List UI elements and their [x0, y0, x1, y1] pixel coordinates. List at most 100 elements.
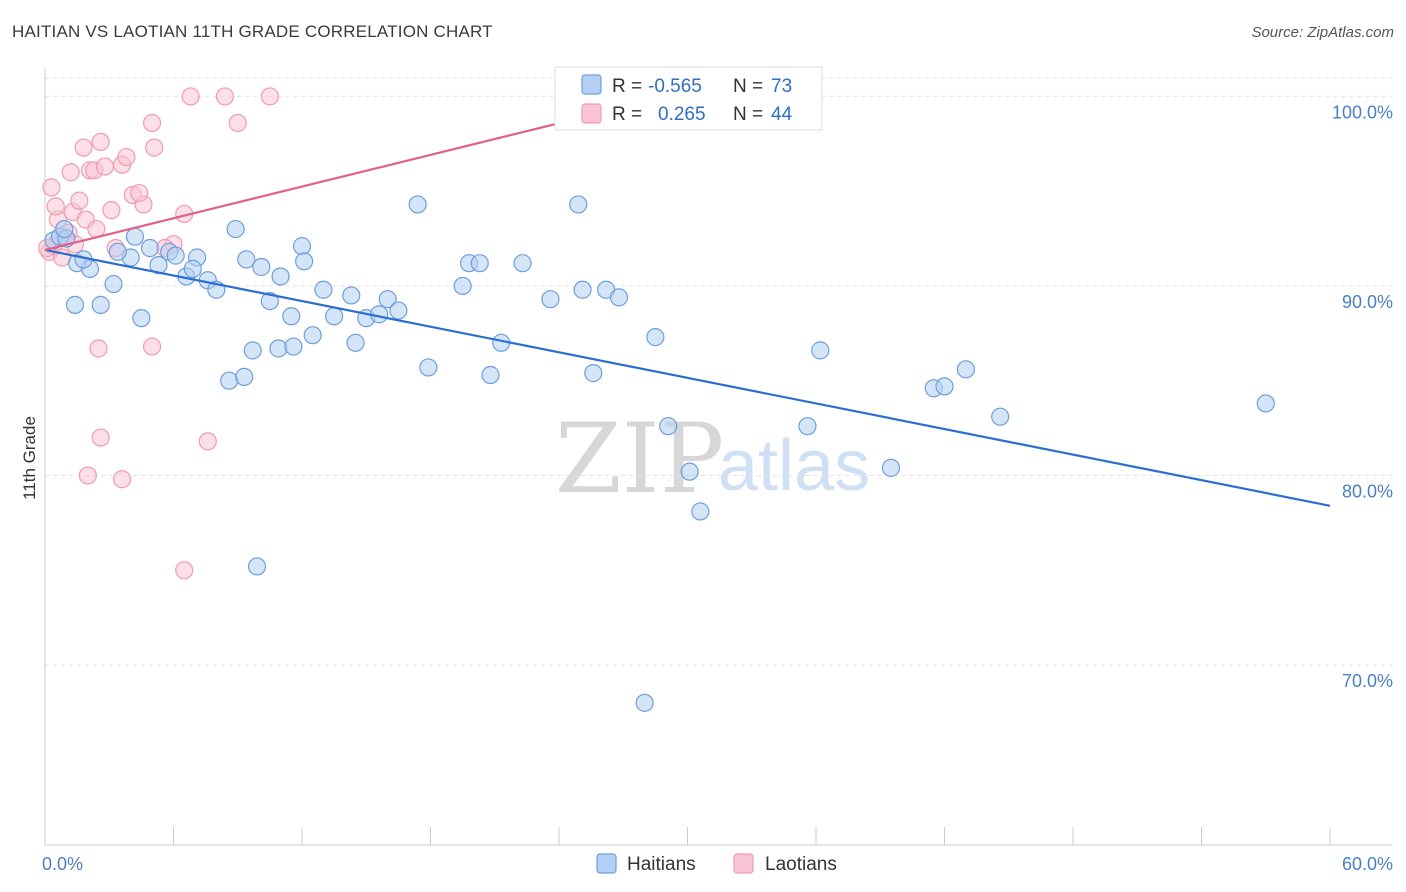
legend-swatch-laotians — [581, 103, 602, 124]
source-credit: Source: ZipAtlas.com — [1251, 24, 1394, 41]
haitian-point-58 — [680, 462, 699, 481]
haitian-point-41 — [513, 254, 532, 273]
haitian-point-66 — [991, 407, 1010, 426]
haitian-point-35 — [419, 358, 438, 377]
haitian-point-25 — [292, 237, 312, 256]
laotians-trend-line — [44, 101, 645, 251]
laotian-point-3 — [46, 197, 65, 216]
y-tick-label-3: 100.0% — [1332, 102, 1393, 122]
laotian-point-38 — [78, 466, 97, 485]
haitian-point-23 — [260, 292, 279, 311]
haitian-point-33 — [389, 301, 408, 320]
haitian-point-57 — [659, 417, 678, 436]
haitian-point-67 — [1256, 394, 1275, 413]
haitian-point-53 — [303, 326, 322, 345]
legend-r-value-haitians: -0.565 — [648, 76, 702, 97]
haitian-point-65 — [956, 360, 976, 379]
haitian-point-44 — [573, 280, 592, 299]
series-legend-swatch-haitians — [596, 853, 617, 874]
legend-n-value-laotians: 44 — [771, 104, 793, 125]
laotian-point-12 — [91, 132, 110, 152]
laotian-point-35 — [142, 337, 162, 356]
x-tick-label-1: 60.0% — [1342, 854, 1393, 874]
series-legend-label-haitians: Haitians — [627, 854, 696, 875]
haitian-point-26 — [295, 252, 314, 271]
haitian-point-38 — [470, 254, 489, 273]
correlation-legend: R = -0.565 N = 73 R = 0.265 N = 44 — [554, 66, 823, 131]
series-legend-swatch-laotians — [733, 853, 754, 874]
laotian-point-19 — [142, 113, 162, 133]
series-legend-label-laotians: Laotians — [765, 854, 837, 875]
haitian-point-7 — [91, 295, 110, 314]
haitian-point-16 — [183, 259, 202, 278]
haitian-point-34 — [408, 195, 427, 214]
haitian-point-43 — [569, 195, 588, 214]
haitian-point-22 — [271, 267, 290, 286]
haitian-point-24 — [282, 307, 301, 326]
haitian-point-59 — [691, 502, 710, 521]
laotian-point-18 — [145, 138, 164, 157]
haitian-point-9 — [140, 238, 160, 258]
haitian-point-49 — [269, 339, 288, 358]
laotian-point-24 — [228, 113, 247, 133]
haitian-point-61 — [811, 341, 830, 360]
y-tick-labels: 70.0% 80.0% 90.0% 100.0% — [1332, 102, 1393, 691]
y-tick-label-1: 80.0% — [1342, 481, 1393, 501]
laotian-point-32 — [130, 183, 149, 203]
haitian-point-13 — [166, 246, 185, 265]
haitian-point-29 — [342, 286, 361, 305]
haitian-point-5 — [104, 274, 123, 294]
haitians-points — [44, 195, 1275, 712]
laotian-point-23 — [215, 87, 234, 106]
legend-n-label-haitians: N = — [733, 76, 763, 97]
haitian-point-54 — [346, 333, 365, 352]
haitian-point-42 — [541, 290, 560, 309]
laotian-point-40 — [175, 561, 194, 580]
haitian-point-56 — [635, 693, 654, 712]
haitian-point-36 — [453, 276, 472, 296]
laotian-point-13 — [102, 201, 121, 220]
laotian-point-25 — [260, 87, 279, 106]
laotian-point-11 — [95, 157, 115, 176]
watermark-atlas: atlas — [718, 426, 870, 506]
haitian-point-27 — [314, 280, 333, 299]
legend-n-value-haitians: 73 — [771, 76, 792, 97]
laotian-point-34 — [89, 339, 108, 358]
haitian-point-68 — [247, 557, 267, 576]
laotian-point-37 — [198, 432, 217, 451]
haitian-point-50 — [220, 371, 239, 390]
x-tick-label-0: 0.0% — [42, 854, 83, 874]
haitians-trend-line — [44, 248, 1331, 507]
x-tick-labels: 0.0% 60.0% — [42, 854, 1393, 874]
haitian-point-47 — [609, 288, 629, 307]
laotian-point-15 — [117, 147, 136, 167]
haitian-point-62 — [881, 458, 901, 477]
haitian-point-70 — [108, 242, 127, 261]
haitian-point-19 — [226, 219, 245, 239]
laotian-point-22 — [181, 87, 200, 106]
chart-title: HAITIAN VS LAOTIAN 11TH GRADE CORRELATIO… — [12, 22, 493, 41]
haitian-point-20 — [237, 250, 256, 269]
axes — [44, 68, 1392, 846]
laotian-point-28 — [42, 178, 61, 197]
haitian-point-64 — [935, 377, 954, 396]
haitian-point-12 — [132, 309, 151, 328]
laotian-point-8 — [74, 138, 93, 157]
haitian-point-28 — [325, 307, 344, 326]
legend-n-label-laotians: N = — [733, 104, 763, 125]
haitian-point-48 — [243, 341, 262, 360]
haitian-point-55 — [646, 328, 665, 347]
legend-swatch-haitians — [581, 74, 602, 95]
haitian-point-51 — [235, 367, 254, 387]
y-tick-label-0: 70.0% — [1342, 671, 1393, 691]
haitian-point-21 — [252, 257, 271, 277]
legend-r-value-laotians: 0.265 — [658, 104, 706, 125]
laotian-point-27 — [61, 163, 80, 182]
laotian-point-39 — [112, 470, 132, 489]
haitian-point-60 — [798, 417, 817, 436]
haitian-point-52 — [284, 337, 303, 356]
legend-r-label-haitians: R = — [612, 76, 642, 97]
haitian-point-39 — [481, 365, 500, 385]
laotian-point-7 — [70, 191, 89, 210]
